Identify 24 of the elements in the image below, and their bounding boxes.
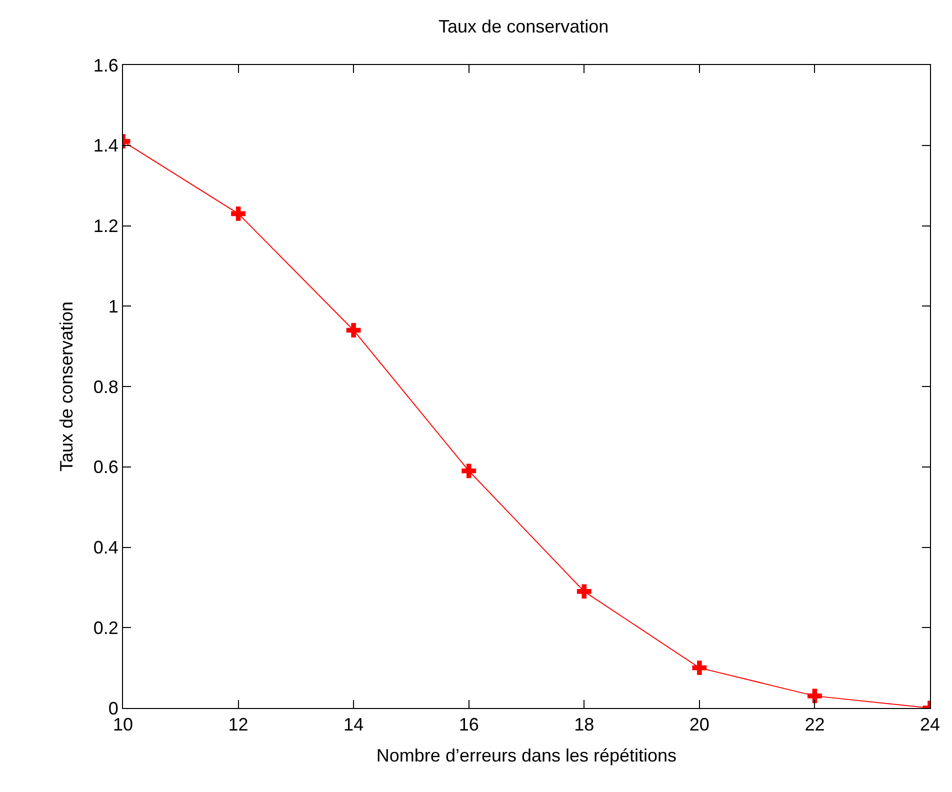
y-tick-label: 1.2 <box>93 216 118 236</box>
x-tick-label: 24 <box>920 714 940 735</box>
y-tick-label: 0.8 <box>93 376 118 397</box>
x-axis-title: Nombre d’erreurs dans les répétitions <box>376 746 677 766</box>
point <box>576 584 592 599</box>
chart-title: Taux de conservation <box>438 16 609 36</box>
y-tick-label: 0.6 <box>93 457 118 478</box>
y-tick-label: 1.6 <box>93 55 118 76</box>
y-tick-label: 1 <box>108 296 118 316</box>
point <box>346 323 361 338</box>
y-tick-label: 0.4 <box>93 538 118 558</box>
point <box>231 206 246 221</box>
x-tick-label: 18 <box>574 714 594 735</box>
point <box>692 660 707 676</box>
x-tick-label: 16 <box>458 714 479 735</box>
y-tick-label: 0.2 <box>93 618 118 638</box>
y-tick-label: 1.4 <box>93 136 118 156</box>
x-tick-label: 14 <box>344 714 364 735</box>
point <box>462 464 476 478</box>
x-tick-label: 20 <box>689 714 710 735</box>
x-tick-label: 12 <box>228 714 248 735</box>
point <box>808 688 822 704</box>
y-axis-title: Taux de conservation <box>56 301 77 472</box>
x-tick-label: 22 <box>804 714 825 735</box>
